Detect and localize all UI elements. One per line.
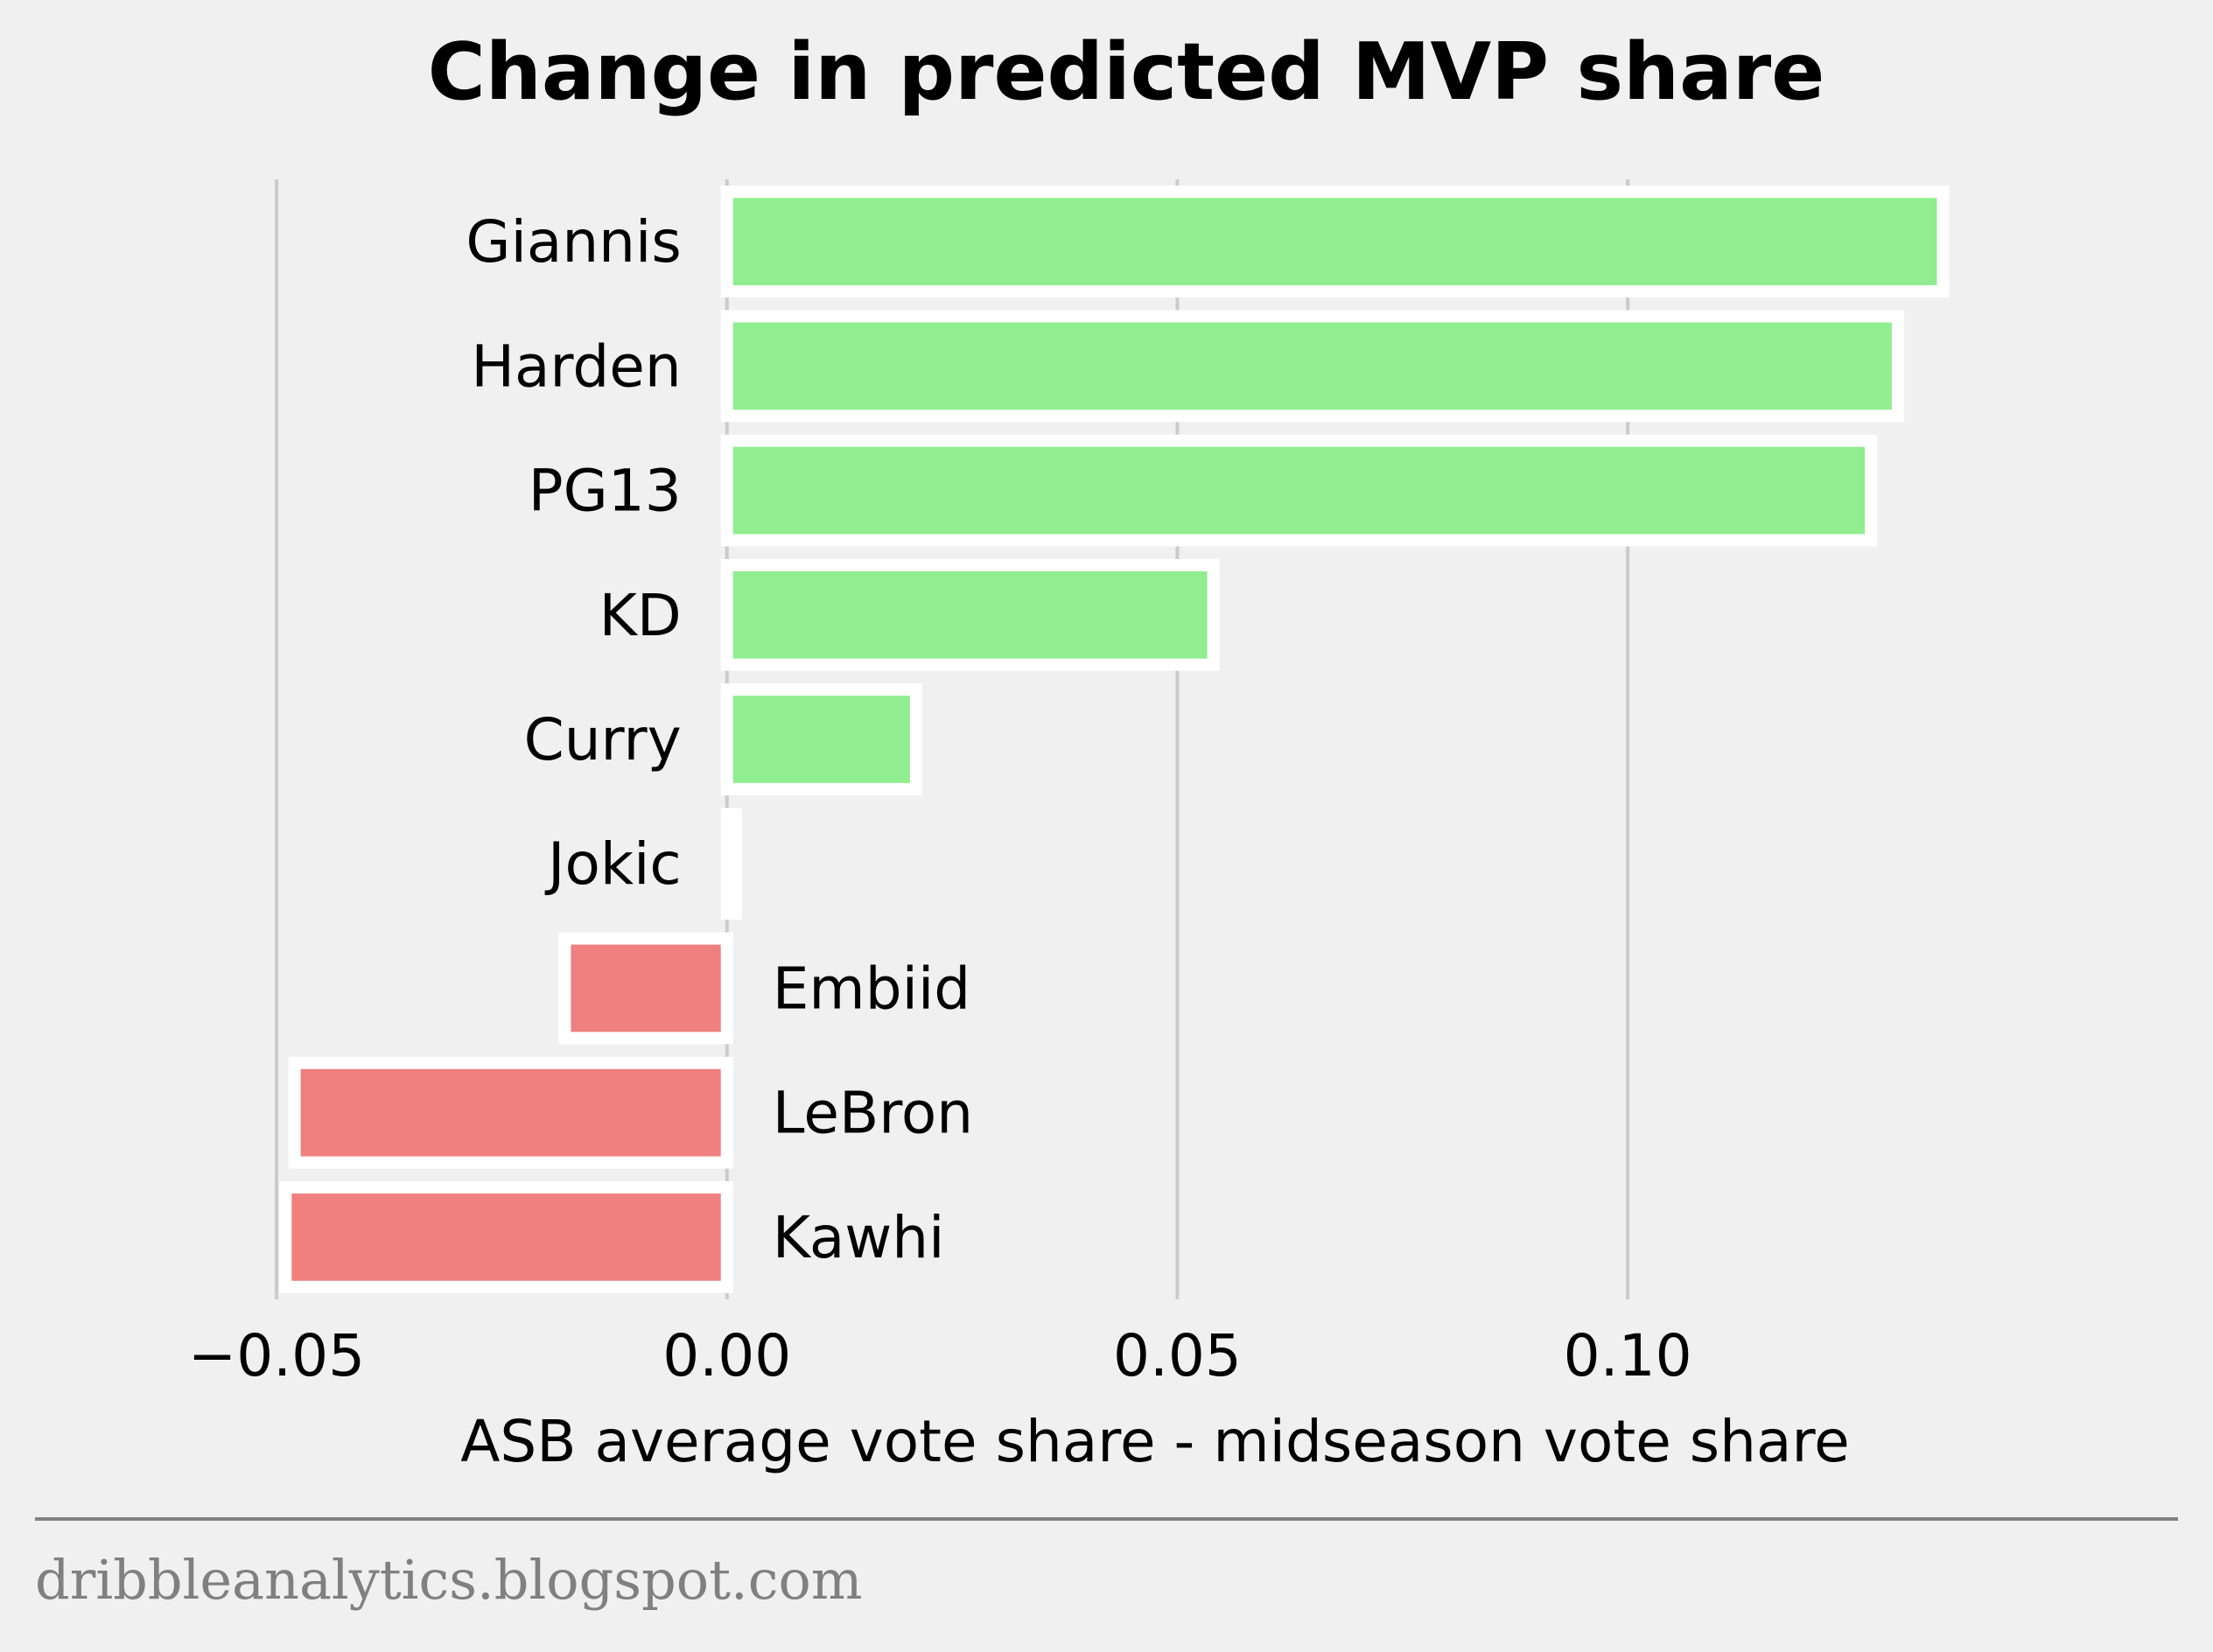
x-tick-labels: −0.05 0.00 0.05 0.10: [188, 1322, 1692, 1390]
category-label-curry: Curry: [524, 706, 682, 774]
bar-pg13: [720, 434, 1878, 547]
chart-title: Change in predicted MVP share: [428, 26, 1825, 118]
bar-harden: [720, 310, 1904, 423]
category-label-lebron: LeBron: [773, 1080, 973, 1147]
bar-giannis: [720, 186, 1950, 298]
bars: [279, 186, 1950, 1293]
category-label-giannis: Giannis: [466, 208, 681, 276]
bar-lebron: [288, 1056, 733, 1169]
category-label-harden: Harden: [471, 332, 681, 400]
category-label-kawhi: Kawhi: [773, 1204, 945, 1271]
category-label-jokic: Jokic: [544, 830, 682, 898]
category-label-kd: KD: [599, 582, 682, 649]
x-tick-label: 0.05: [1113, 1322, 1242, 1390]
bar-curry: [720, 683, 922, 795]
x-tick-label: 0.10: [1564, 1322, 1692, 1390]
x-tick-label: 0.00: [662, 1322, 791, 1390]
category-label-embiid: Embiid: [773, 955, 970, 1022]
bar-embiid: [558, 932, 733, 1045]
source-credit: dribbleanalytics.blogspot.com: [35, 1548, 863, 1612]
bar-kd: [720, 558, 1220, 671]
category-labels: Giannis Harden PG13 KD Curry Jokic Embiid LeBro…: [466, 208, 973, 1271]
x-axis-label: ASB average vote share - midseason vote …: [460, 1408, 1849, 1475]
bar-jokic: [720, 808, 743, 920]
category-label-pg13: PG13: [529, 458, 682, 525]
x-tick-label: −0.05: [188, 1322, 365, 1390]
bar-kawhi: [279, 1181, 733, 1293]
